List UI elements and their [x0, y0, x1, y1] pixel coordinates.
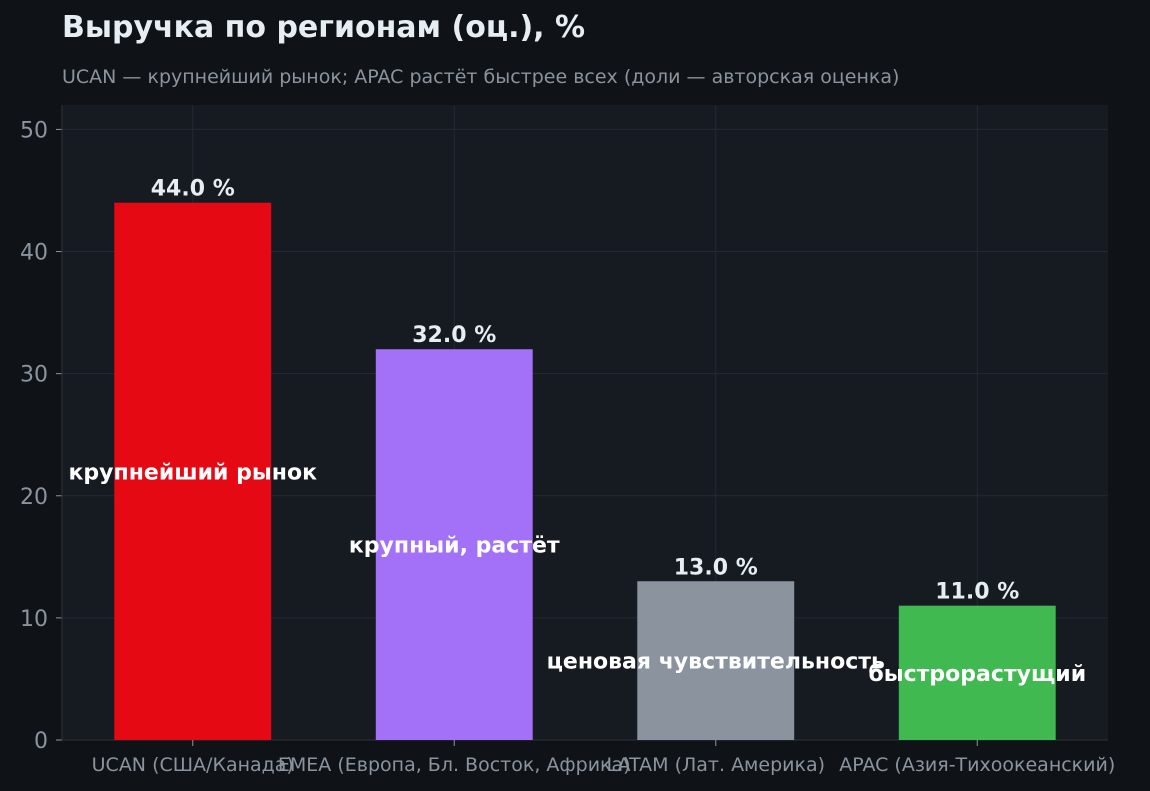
bar-annotation: быстрорастущий [868, 662, 1086, 687]
bar [114, 202, 272, 740]
bar-value-label: 44.0 % [151, 177, 235, 202]
bar [637, 581, 795, 740]
y-tick-label: 30 [20, 363, 48, 388]
y-tick-label: 40 [20, 241, 48, 266]
bar-value-label: 11.0 % [935, 580, 1019, 605]
x-tick-label: UCAN (США/Канада) [92, 754, 294, 776]
bar-value-label: 13.0 % [674, 555, 758, 580]
y-tick-label: 20 [20, 485, 48, 510]
chart-subtitle: UCAN — крупнейший рынок; APAC растёт быс… [62, 66, 900, 88]
bar-value-label: 32.0 % [412, 323, 496, 348]
x-tick-label: LATAM (Лат. Америка) [606, 754, 825, 776]
bar-annotation: крупнейший рынок [69, 460, 318, 485]
x-tick-label: EMEA (Европа, Бл. Восток, Африка) [278, 754, 631, 776]
bar-annotation: крупный, растёт [349, 534, 560, 559]
y-tick-label: 50 [20, 118, 48, 143]
x-tick-label: APAC (Азия-Тихоокеанский) [839, 754, 1115, 776]
y-tick-label: 0 [34, 729, 48, 754]
bar-annotation: ценовая чувствительность [547, 650, 885, 675]
bar [898, 605, 1056, 740]
y-tick-label: 10 [20, 607, 48, 632]
bar [375, 349, 533, 740]
chart-title: Выручка по регионам (оц.), % [62, 10, 586, 45]
